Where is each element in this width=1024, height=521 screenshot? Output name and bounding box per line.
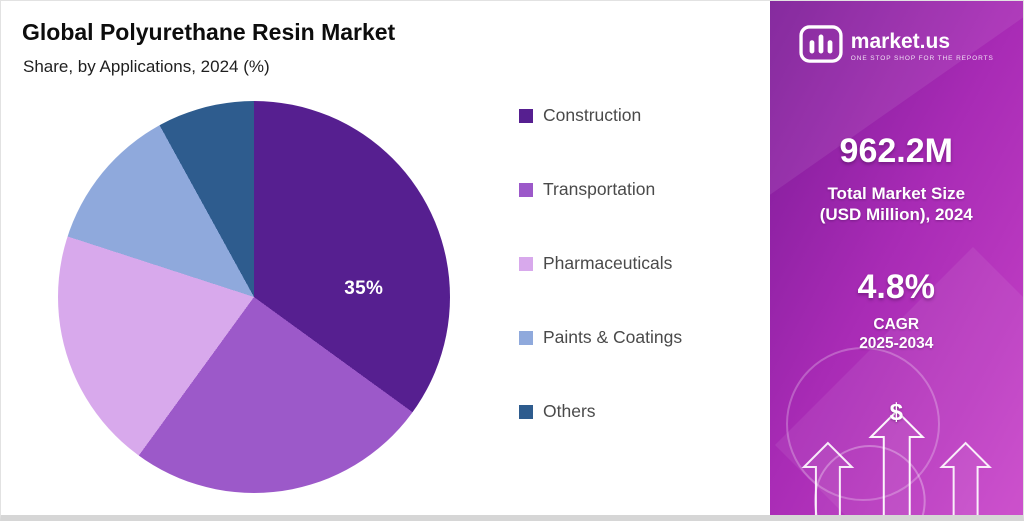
legend-swatch (519, 182, 533, 197)
market-size-label-line2: (USD Million), 2024 (819, 205, 973, 225)
legend-item-construction: Construction (519, 105, 682, 126)
legend-swatch (519, 108, 533, 123)
market-size-label-line1: Total Market Size (827, 184, 966, 203)
chart-area: Global Polyurethane Resin Market Share, … (1, 1, 770, 515)
cagr-label-line2: 2025-2034 (859, 334, 934, 352)
pie-graphic (58, 101, 450, 493)
chart-subtitle: Share, by Applications, 2024 (%) (23, 57, 270, 76)
pie-chart: 35% (58, 101, 450, 493)
legend-swatch (519, 256, 533, 271)
legend-label: Transportation (543, 179, 656, 199)
legend-label: Paints & Coatings (543, 327, 683, 347)
cagr-label: CAGR 2025-2034 (770, 315, 1024, 354)
legend-item-others: Others (519, 401, 682, 422)
cagr-label-line1: CAGR (873, 315, 920, 333)
legend-item-pharmaceuticals: Pharmaceuticals (519, 253, 682, 274)
legend: Construction Transportation Pharmaceutical… (519, 105, 682, 475)
sidebar: market.us ONE STOP SHOP FOR THE REPORTS … (769, 1, 1024, 515)
cagr-value: 4.8% (857, 267, 936, 306)
market-size-value: 962.2M (839, 132, 953, 170)
legend-label: Construction (543, 105, 642, 125)
legend-item-paints-coatings: Paints & Coatings (519, 327, 682, 348)
legend-swatch (519, 330, 533, 345)
page-title: Global Polyurethane Resin Market (22, 19, 396, 45)
legend-item-transportation: Transportation (519, 179, 682, 200)
legend-label: Pharmaceuticals (543, 253, 673, 273)
brand-tagline: ONE STOP SHOP FOR THE REPORTS (850, 55, 994, 62)
brand-logo: market.us ONE STOP SHOP FOR THE REPORTS (770, 25, 1024, 68)
growth-arrows-icon (801, 409, 992, 515)
legend-swatch (519, 404, 533, 419)
brand-name: market.us (850, 30, 951, 53)
marketus-logo-icon (799, 25, 843, 68)
slice-label-construction: 35% (344, 278, 384, 300)
legend-label: Others (543, 401, 596, 421)
market-size-label: Total Market Size (USD Million), 2024 (770, 183, 1024, 226)
dollar-icon: $ (889, 399, 903, 426)
